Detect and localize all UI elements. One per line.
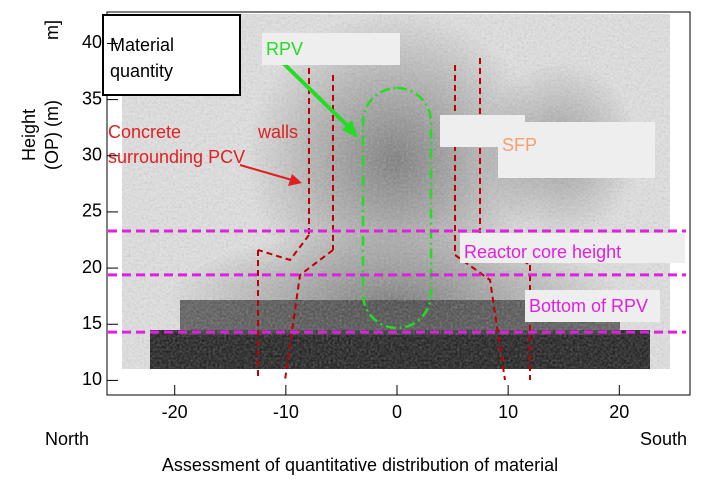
y-tick-label: 20 — [82, 257, 102, 277]
y-label-fragment: m] — [42, 20, 62, 40]
annotation: RPV — [266, 39, 303, 59]
x-tick-label: 10 — [498, 402, 518, 422]
annotation: Material — [110, 35, 174, 55]
x-tick-label: 20 — [609, 402, 629, 422]
chart: Material quantity RPV Concrete walls sur… — [0, 0, 713, 477]
y-label: (OP) (m) — [42, 100, 62, 170]
annotation: surrounding PCV — [108, 147, 245, 167]
annotation: Concrete — [108, 122, 181, 142]
material-box — [103, 15, 240, 95]
annotation: Reactor core height — [464, 242, 621, 262]
annotation: Bottom of RPV — [529, 296, 648, 316]
y-tick-label: 35 — [82, 88, 102, 108]
x-tick-label: 0 — [392, 402, 402, 422]
annotation: SFP — [502, 135, 537, 155]
y-tick-label: 40 — [82, 32, 102, 52]
annotation: walls — [257, 122, 298, 142]
y-label: Height — [19, 109, 39, 161]
y-tick-label: 15 — [82, 313, 102, 333]
y-tick-label: 10 — [82, 369, 102, 389]
y-tick-label: 30 — [82, 145, 102, 165]
y-tick-label: 25 — [82, 201, 102, 221]
x-left-label: North — [45, 429, 89, 449]
x-right-label: South — [640, 429, 687, 449]
x-label: Assessment of quantitative distribution … — [162, 455, 558, 475]
annotation: quantity — [110, 61, 173, 81]
x-tick-label: -20 — [162, 402, 188, 422]
x-tick-label: -10 — [273, 402, 299, 422]
